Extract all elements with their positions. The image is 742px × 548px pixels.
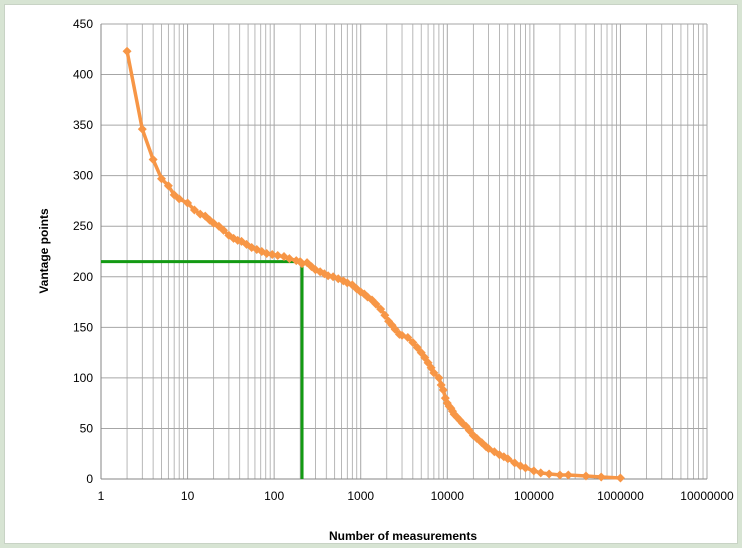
data-point	[183, 198, 193, 208]
x-tick-label: 100	[264, 489, 284, 503]
data-point	[163, 181, 173, 191]
chart-svg: 1 10 100 1000 10000 100000 1000000 10000000 0 50…	[37, 17, 734, 543]
data-point	[412, 343, 422, 353]
data-point	[284, 254, 294, 264]
series-line	[125, 49, 623, 480]
y-tick-label: 450	[73, 17, 93, 31]
minor-gridlines	[126, 24, 704, 479]
x-tick-label: 10000	[431, 489, 465, 503]
data-point	[157, 174, 167, 184]
data-point	[380, 310, 390, 320]
data-point	[376, 304, 386, 314]
data-point	[403, 332, 413, 342]
data-point	[371, 299, 381, 309]
y-tick-labels: 0 50 100 150 200 250 300 350 400 450	[73, 17, 93, 486]
data-point	[169, 190, 179, 200]
data-point	[438, 385, 448, 395]
x-tick-label: 1000	[347, 489, 374, 503]
reference-lines	[101, 260, 304, 479]
y-tick-label: 100	[73, 371, 93, 385]
data-point	[503, 454, 513, 464]
data-point	[581, 471, 591, 481]
data-point	[122, 46, 132, 56]
data-point	[520, 463, 530, 473]
data-point	[434, 373, 444, 383]
series-layer	[122, 46, 625, 483]
x-tick-label: 1000000	[597, 489, 644, 503]
x-tick-labels: 1 10 100 1000 10000 100000 1000000 10000000	[98, 489, 734, 503]
y-tick-label: 300	[73, 169, 93, 183]
x-axis-title: Number of measurements	[329, 529, 477, 543]
data-point	[555, 470, 565, 480]
y-tick-label: 250	[73, 219, 93, 233]
data-point	[273, 251, 283, 261]
data-point	[596, 472, 606, 482]
x-tick-label: 1	[98, 489, 105, 503]
data-point	[148, 154, 158, 164]
data-point	[408, 338, 418, 347]
data-point	[615, 473, 625, 483]
data-point	[137, 124, 147, 134]
data-point	[429, 368, 439, 378]
y-tick-label: 150	[73, 320, 93, 334]
data-point	[536, 468, 546, 478]
y-axis-title: Vantage points	[37, 208, 51, 294]
data-point	[563, 470, 573, 480]
chart-frame: 1 10 100 1000 10000 100000 1000000 10000000 0 50…	[4, 4, 738, 544]
data-point	[267, 250, 277, 260]
data-point	[529, 466, 539, 476]
data-point	[390, 324, 400, 334]
data-point	[174, 194, 184, 204]
x-tick-label: 10000000	[680, 489, 734, 503]
data-point	[544, 469, 554, 479]
data-point	[218, 225, 228, 235]
data-point	[262, 249, 272, 259]
y-tick-label: 350	[73, 118, 93, 132]
x-tick-label: 100000	[514, 489, 554, 503]
data-point	[189, 205, 199, 215]
y-tick-label: 400	[73, 68, 93, 82]
y-tick-label: 0	[86, 472, 93, 486]
y-tick-label: 50	[80, 421, 94, 435]
x-tick-label: 10	[181, 489, 195, 503]
data-point	[464, 425, 474, 435]
y-tick-label: 200	[73, 270, 93, 284]
